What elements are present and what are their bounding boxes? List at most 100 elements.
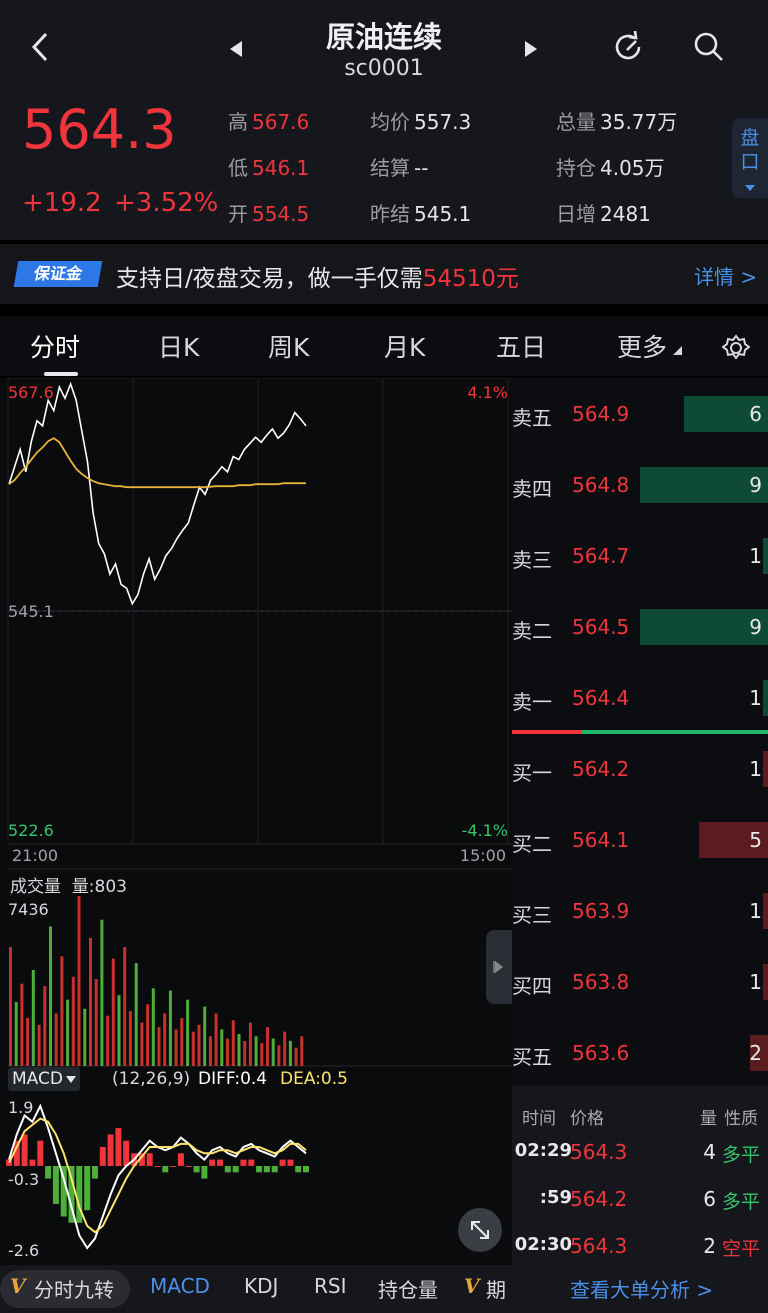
macd-histogram-bar	[84, 1166, 91, 1211]
volume-bar	[231, 1020, 235, 1066]
fullscreen-button[interactable]	[458, 1208, 502, 1252]
bid-row[interactable]: 买二 564.1 5	[512, 820, 768, 860]
page-title: 原油连续	[325, 20, 442, 54]
tab-kdj[interactable]: KDJ	[244, 1274, 279, 1298]
trade-price: 564.3	[570, 1140, 628, 1164]
search-button[interactable]	[692, 30, 726, 68]
volume-bar	[266, 1027, 269, 1066]
stat-open: 开 554.5	[228, 202, 310, 226]
trade-time: :59	[539, 1187, 572, 1208]
macd-histogram-bar	[256, 1166, 263, 1173]
caret-down-icon	[745, 185, 755, 191]
stat-low: 低 546.1	[228, 156, 310, 180]
back-button[interactable]	[28, 30, 52, 64]
tab-rsi[interactable]: RSI	[314, 1274, 347, 1298]
bid-row[interactable]: 买五 563.6 2	[512, 1033, 768, 1073]
volume-bar	[260, 1043, 264, 1066]
level-price: 564.5	[572, 615, 630, 639]
indicator-bar: V 分时九转 MACD KDJ RSI 持仓量 V 期 查看大单分析 >	[0, 1266, 768, 1313]
bid-row[interactable]: 买四 563.8 1	[512, 962, 768, 1002]
ask-row[interactable]: 卖四 564.8 9	[512, 465, 768, 505]
chart-panel[interactable]: 567.6 4.1% 545.1 522.6 -4.1% 21:00 15:00…	[0, 377, 512, 1267]
level-price: 564.9	[572, 402, 630, 426]
chart-settings-button[interactable]	[721, 334, 751, 366]
volume-bar	[288, 1040, 292, 1066]
volume-bar	[117, 995, 121, 1066]
volume-bar	[214, 1013, 218, 1066]
next-contract-button[interactable]	[524, 40, 538, 62]
refresh-button[interactable]	[611, 30, 645, 68]
trade-qty: 2	[703, 1234, 716, 1258]
level-label: 卖五	[512, 406, 552, 430]
tab-intraday[interactable]: 分时	[30, 333, 81, 362]
level-price: 563.6	[572, 1041, 630, 1065]
x-end-label: 15:00	[459, 846, 506, 865]
macd-histogram-bar	[92, 1166, 98, 1179]
tab-monthly-k[interactable]: 月K	[384, 333, 426, 362]
macd-histogram-bar	[201, 1166, 208, 1179]
level-qty: 1	[749, 757, 762, 781]
macd-histogram-bar	[52, 1166, 59, 1204]
trade-qty: 4	[703, 1140, 716, 1164]
ask-row[interactable]: 卖一 564.4 1	[512, 678, 768, 718]
macd-histogram-bar	[217, 1159, 223, 1166]
bid-row[interactable]: 买三 563.9 1	[512, 891, 768, 931]
tab-more[interactable]: 更多	[617, 328, 683, 364]
bid-ask-ratio-bar	[512, 730, 768, 734]
macd-histogram-bar	[279, 1159, 286, 1166]
volume-bar	[111, 958, 115, 1066]
tab-daily-k[interactable]: 日K	[158, 333, 200, 362]
macd-histogram-bar	[303, 1166, 309, 1173]
macd-histogram-bar	[177, 1153, 184, 1166]
indicator-select[interactable]: MACD	[8, 1067, 80, 1091]
ask-row[interactable]: 卖二 564.5 9	[512, 607, 768, 647]
volume-bar	[26, 1018, 30, 1066]
ask-row[interactable]: 卖三 564.7 1	[512, 536, 768, 576]
depth-bar	[762, 893, 768, 929]
level-qty: 1	[749, 544, 762, 568]
level-label: 买一	[512, 761, 552, 785]
macd-dea: DEA:0.5	[280, 1069, 348, 1089]
big-order-analysis-link[interactable]: 查看大单分析 >	[570, 1278, 714, 1302]
nine-turn-pill[interactable]	[0, 1270, 130, 1308]
volume-bar	[243, 1040, 247, 1066]
tab-open-interest[interactable]: 持仓量	[378, 1278, 438, 1302]
depth-bar	[762, 538, 768, 574]
volume-bar	[128, 1011, 132, 1066]
depth-bar	[762, 680, 768, 716]
price-line	[8, 381, 307, 606]
volume-bar	[191, 1031, 195, 1066]
volume-bar	[31, 970, 35, 1066]
period-tabs: 分时 日K 周K 月K 五日 更多	[0, 316, 768, 376]
chart-svg[interactable]	[0, 377, 512, 1267]
trade-header-price: 价格	[570, 1109, 604, 1129]
volume-bar	[9, 947, 12, 1066]
volume-bar	[248, 1022, 252, 1066]
macd-histogram-bar	[287, 1159, 294, 1166]
bid-row[interactable]: 买一 564.2 1	[512, 749, 768, 789]
tab-weekly-k[interactable]: 周K	[268, 333, 310, 362]
volume-bar	[180, 1018, 184, 1066]
volume-bar	[277, 1045, 281, 1066]
tab-macd[interactable]: MACD	[150, 1274, 210, 1298]
prev-contract-button[interactable]	[229, 40, 243, 62]
macd-histogram-bar	[37, 1140, 44, 1166]
ask-row[interactable]: 卖五 564.9 6	[512, 394, 768, 434]
stat-volume: 总量 35.77万	[556, 110, 678, 134]
active-tab-indicator	[44, 372, 78, 376]
volume-max-label: 7436	[8, 900, 49, 919]
margin-banner[interactable]: 保证金 支持日/夜盘交易，做一手仅需54510元 详情 >	[0, 244, 768, 304]
banner-detail-link[interactable]: 详情 >	[694, 265, 758, 289]
triangle-left-icon	[230, 41, 242, 57]
volume-bar	[83, 1008, 87, 1066]
tab-nine-turn[interactable]: 分时九转	[34, 1278, 114, 1302]
level-label: 买五	[512, 1045, 552, 1069]
price-change-pct: +3.52%	[114, 188, 219, 218]
tab-five-day[interactable]: 五日	[496, 333, 547, 362]
tab-futures-cut[interactable]: 期	[486, 1278, 506, 1302]
level-label: 卖三	[512, 548, 552, 572]
collapse-handle[interactable]	[486, 930, 512, 1004]
trade-time: 02:30	[514, 1234, 572, 1255]
orderbook-panel-toggle[interactable]: 盘口	[732, 118, 768, 198]
volume-bar	[203, 1006, 207, 1066]
